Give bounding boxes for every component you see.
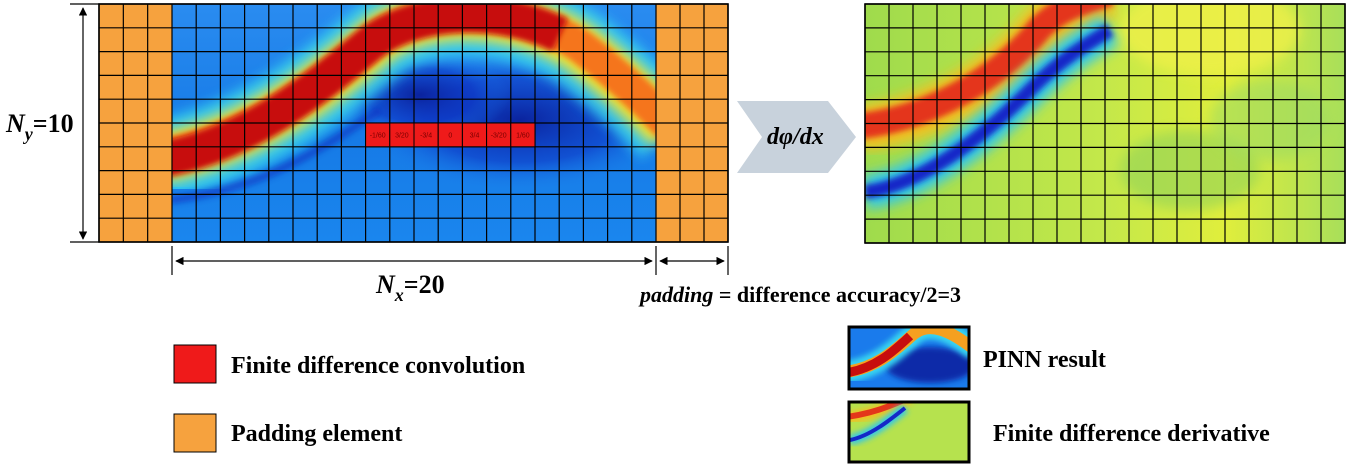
legend-swatch-convolution [173, 344, 217, 384]
derivative-field [864, 3, 1346, 244]
legend-swatch-padding [173, 413, 217, 453]
legend-thumb-derivative [847, 400, 971, 464]
grid-lines-right [864, 3, 1346, 244]
kernel-cell-value: 1/60 [516, 132, 530, 139]
legend-label-convolution: Finite difference convolution [231, 353, 525, 379]
legend-label-padding: Padding element [231, 421, 402, 447]
legend-label-derivative: Finite difference derivative [993, 421, 1270, 447]
ny-label: Ny=10 [5, 109, 74, 144]
legend: Finite difference convolution Padding el… [173, 325, 1270, 464]
kernel-cell-value: -3/4 [420, 132, 432, 139]
kernel-cell [510, 122, 536, 148]
padding-note: padding = difference accuracy/2=3 [638, 282, 961, 307]
operator-label: dφ/dx [767, 124, 824, 150]
kernel-cell-value: 0 [448, 132, 452, 139]
legend-thumb-pinn [847, 325, 971, 391]
pinn-field-grid: -1/60 3/20 -3/4 0 3/4 -3/20 1/60 [98, 3, 729, 243]
convolution-kernel: -1/60 3/20 -3/4 0 3/4 -3/20 1/60 [365, 122, 536, 148]
kernel-cell-value: -1/60 [370, 132, 386, 139]
nx-label: Nx=20 [375, 270, 445, 305]
grid-lines-left [98, 3, 729, 243]
kernel-cell-value: 3/4 [470, 132, 480, 139]
derivative-operator-arrow: dφ/dx [737, 101, 856, 173]
legend-label-pinn: PINN result [983, 347, 1106, 373]
kernel-cell-value: -3/20 [491, 132, 507, 139]
kernel-cell-value: 3/20 [395, 132, 409, 139]
